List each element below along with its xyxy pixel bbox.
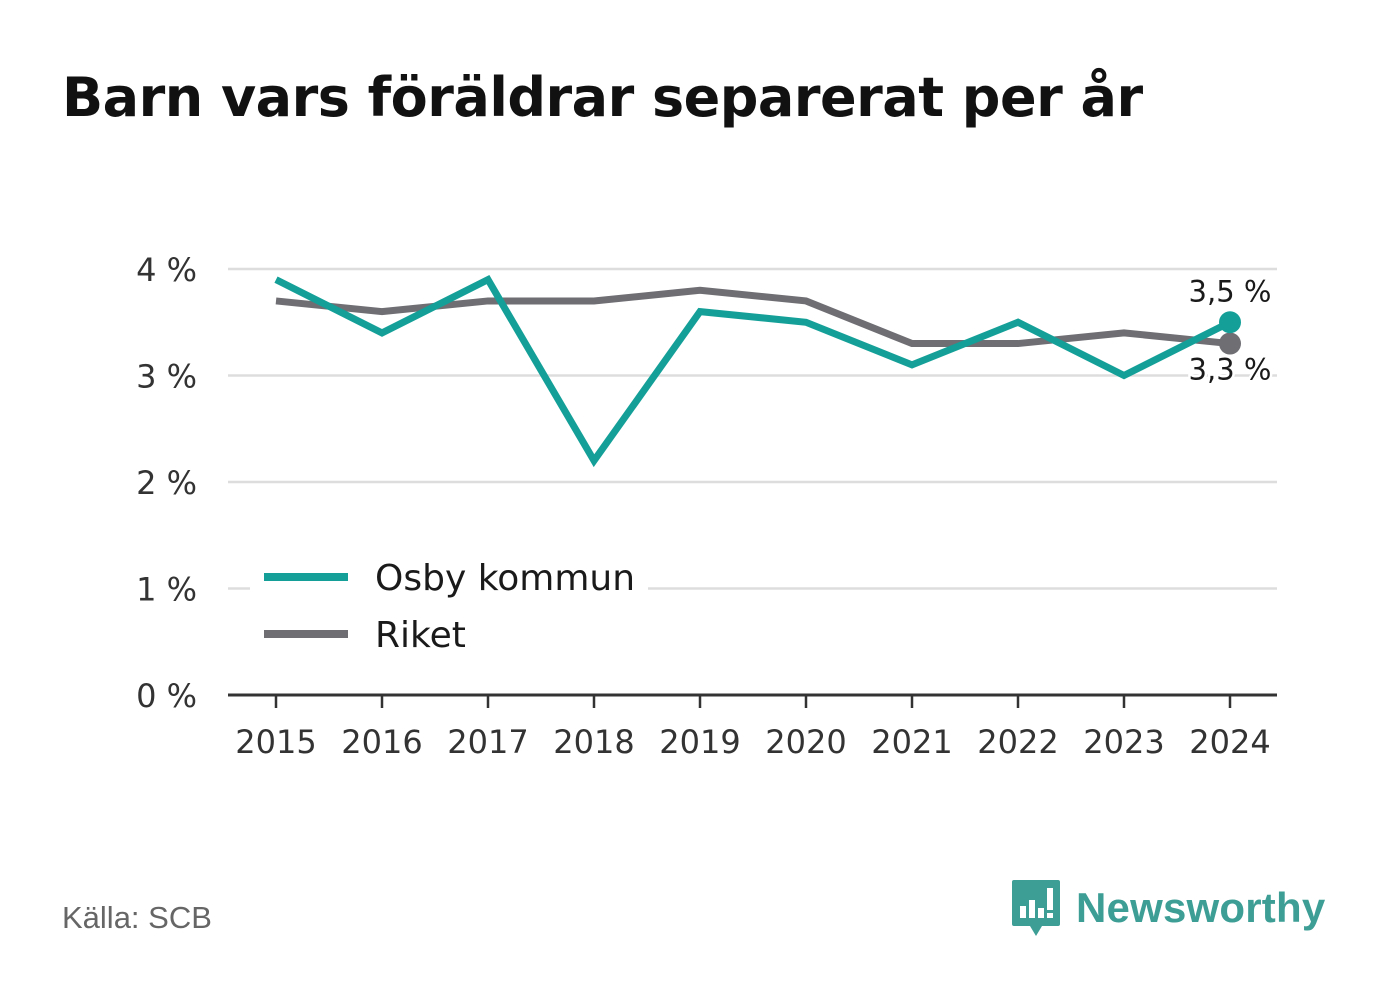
legend-background: [250, 550, 648, 660]
x-tick-label: 2024: [1189, 723, 1270, 761]
newsworthy-logo-icon: [1012, 880, 1060, 936]
y-tick-label: 0 %: [136, 677, 197, 715]
x-tick-label: 2015: [235, 723, 316, 761]
chart-title: Barn vars föräldrar separerat per år: [62, 66, 1143, 129]
x-tick-label: 2020: [765, 723, 846, 761]
x-tick-label: 2018: [553, 723, 634, 761]
y-tick-label: 2 %: [136, 464, 197, 502]
y-tick-label: 4 %: [136, 251, 197, 289]
series-lines: [274, 275, 1241, 468]
newsworthy-brand: Newsworthy: [1010, 878, 1325, 938]
y-tick-label: 3 %: [136, 358, 197, 396]
y-tick-label: 1 %: [136, 571, 197, 609]
x-tick-label: 2023: [1083, 723, 1164, 761]
x-tick-label: 2016: [341, 723, 422, 761]
series-line: [274, 275, 1232, 468]
y-axis-tick-labels: 0 % 1 % 2 % 3 % 4 %: [136, 251, 197, 715]
x-tick-label: 2017: [447, 723, 528, 761]
end-value-labels: 3,5 % 3,3 %: [1186, 272, 1274, 389]
end-point-marker: [1219, 332, 1241, 355]
legend-label: Riket: [375, 615, 466, 656]
x-axis-tick-labels: 2015 2016 2017 2018 2019 2020 2021 2022 2023 2024: [235, 695, 1271, 761]
source-note: Källa: SCB: [62, 900, 212, 935]
end-point-marker: [1219, 311, 1241, 334]
end-value-label: 3,5 %: [1189, 274, 1272, 308]
brand-name: Newsworthy: [1076, 884, 1326, 931]
legend: Osby kommun Riket: [250, 550, 648, 660]
x-tick-label: 2021: [871, 723, 952, 761]
legend-label: Osby kommun: [375, 558, 635, 599]
x-tick-label: 2022: [977, 723, 1058, 761]
x-tick-label: 2019: [659, 723, 740, 761]
end-value-label: 3,3 %: [1189, 353, 1272, 387]
